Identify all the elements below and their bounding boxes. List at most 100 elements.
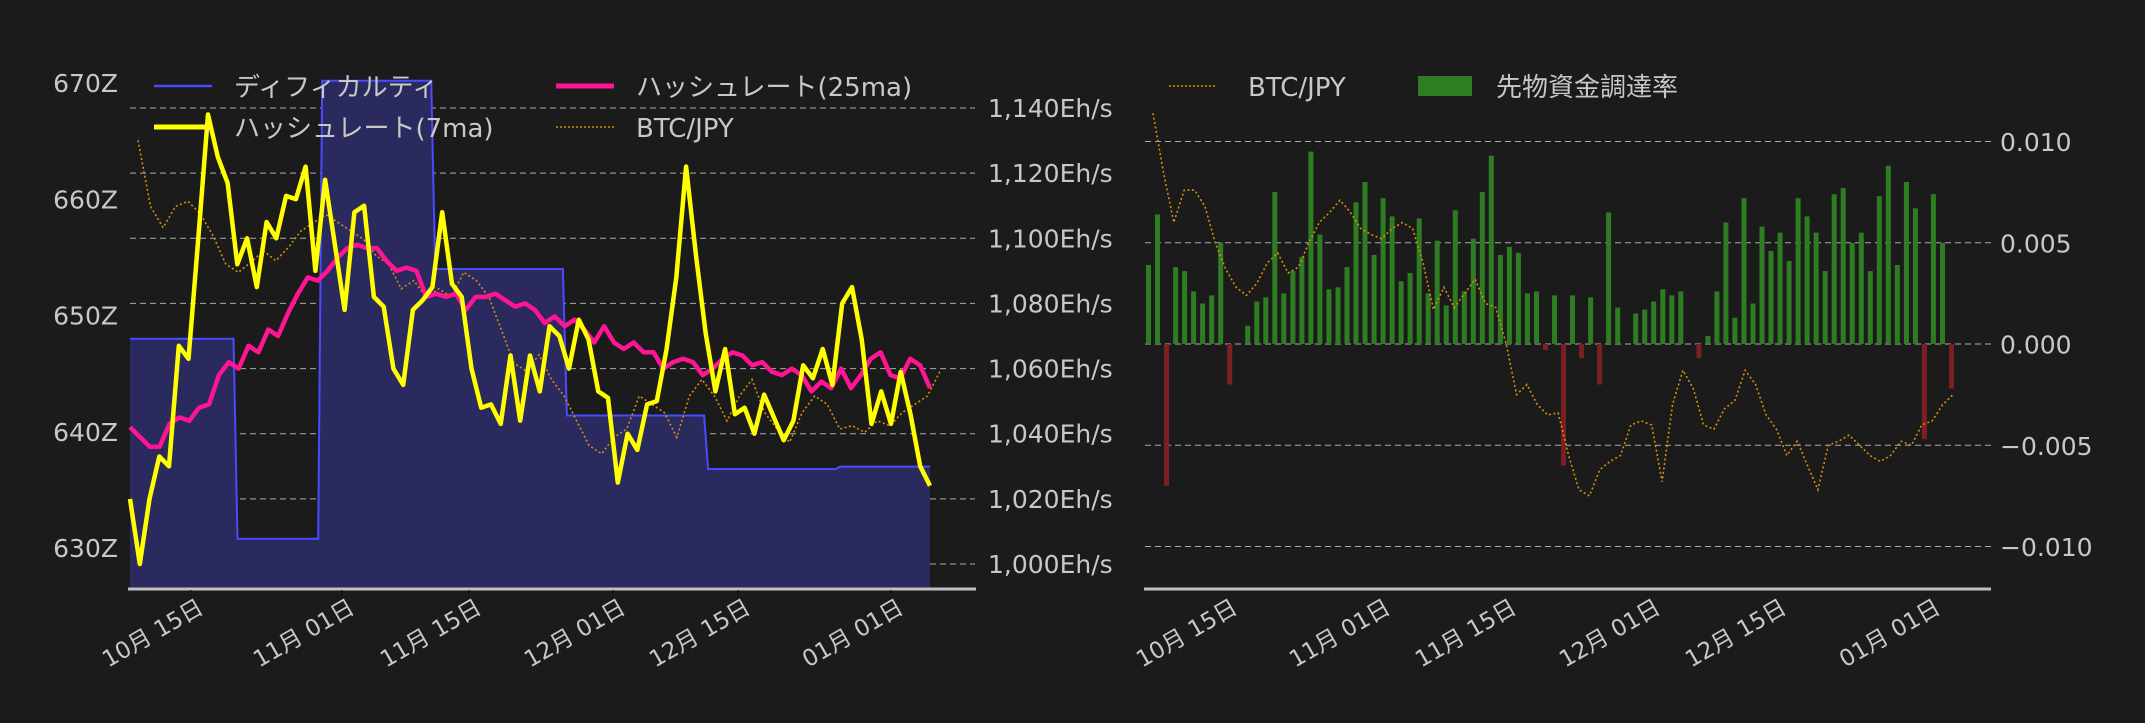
funding-rate-bar — [1930, 194, 1936, 344]
x-tick-label: 12月 15日 — [645, 595, 755, 673]
hashrate-tick-label: 1,100Eh/s — [988, 224, 1113, 253]
funding-rate-bar — [1949, 344, 1954, 389]
funding-rate-bar — [1344, 267, 1350, 344]
funding-rate-bar — [1398, 281, 1404, 344]
funding-rate-bar — [1470, 238, 1476, 344]
funding-rate-bar — [1552, 295, 1557, 344]
funding-rate-bar — [1840, 188, 1846, 344]
funding-rate-bar — [1263, 297, 1269, 344]
funding-rate-bar — [1488, 155, 1494, 344]
funding-rate-bar — [1452, 210, 1458, 344]
funding-rate-bar — [1669, 295, 1675, 344]
funding-rate-bar — [1876, 196, 1882, 344]
funding-rate-bar — [1705, 335, 1711, 344]
funding-rate-bar — [1209, 295, 1215, 344]
left-legend: ディフィカルティ ハッシュレート(25ma) ハッシュレート(7ma) BTC/JPY — [154, 73, 912, 144]
funding-rate-bar — [1750, 303, 1756, 344]
funding-rate-bar — [1389, 216, 1395, 344]
funding-rate-bar — [1903, 182, 1909, 344]
difficulty-area — [130, 80, 930, 588]
x-tick-label: 10月 15日 — [98, 595, 208, 673]
x-tick-label: 11月 15日 — [376, 595, 486, 673]
funding-rate-bar — [1867, 271, 1873, 344]
funding-rate-bar — [1281, 293, 1287, 344]
left-y-tick-label: 640Z — [53, 418, 118, 447]
funding-rate-bar — [1660, 289, 1666, 344]
funding-rate-bar — [1425, 293, 1431, 344]
funding-rate-bar — [1822, 271, 1828, 344]
funding-rate-bar — [1885, 165, 1891, 344]
funding-rate-bar — [1678, 291, 1684, 344]
hashrate-tick-label: 1,040Eh/s — [988, 420, 1113, 449]
left-y-tick-label: 630Z — [53, 534, 118, 563]
funding-rate-bar — [1515, 252, 1521, 344]
funding-rate-bar — [1380, 198, 1386, 344]
x-tick-label: 12月 15日 — [1681, 595, 1791, 673]
funding-rate-bar — [1200, 303, 1206, 344]
funding-rate-bar — [1561, 344, 1566, 466]
legend-label: ディフィカルティ — [234, 73, 438, 103]
funding-rate-bar — [1479, 192, 1485, 344]
x-tick-label: 11月 01日 — [1285, 595, 1395, 673]
hashrate-tick-label: 1,020Eh/s — [988, 485, 1113, 514]
difficulty-line — [130, 79, 930, 540]
hashrate-tick-label: 1,140Eh/s — [988, 94, 1113, 123]
funding-rate-bar — [1696, 344, 1702, 359]
x-tick-label: 11月 15日 — [1411, 595, 1521, 673]
left-y-tick-label: 660Z — [53, 185, 118, 214]
legend-label: 先物資金調達率 — [1496, 73, 1678, 103]
funding-rate-bar — [1146, 265, 1151, 344]
left-y-tick-label: 650Z — [53, 302, 118, 331]
funding-rate-bar — [1579, 344, 1585, 359]
funding-rate-bar — [1182, 271, 1188, 344]
right-gridlines — [1145, 141, 1991, 547]
funding-rate-bar — [1245, 325, 1251, 344]
x-tick-label: 10月 15日 — [1132, 595, 1242, 673]
funding-rate-bar — [1940, 242, 1945, 345]
funding-rate-bar — [1335, 287, 1341, 344]
funding-rate-bar — [1912, 208, 1918, 344]
funding-rate-bar — [1407, 273, 1413, 344]
legend-label: BTC/JPY — [636, 114, 734, 144]
left-right-axis-ticks: 1,140Eh/s 1,120Eh/s 1,100Eh/s 1,080Eh/s 1,06… — [988, 94, 1113, 579]
funding-rate-bar — [1461, 291, 1467, 344]
funding-rate-bar — [1768, 250, 1774, 344]
hashrate-25ma-line — [128, 242, 933, 449]
funding-rate-bar — [1362, 182, 1368, 344]
funding-rate-bar — [1849, 242, 1855, 345]
funding-rate-bar — [1434, 240, 1440, 344]
funding-rate-tick-label: −0.005 — [2000, 432, 2093, 461]
funding-rate-bar — [1786, 261, 1792, 344]
legend-label: ハッシュレート(7ma) — [234, 114, 494, 144]
funding-rate-bar — [1759, 226, 1765, 344]
right-legend: BTC/JPY 先物資金調達率 — [1169, 73, 1678, 103]
right-x-axis-ticks: 10月 15日 11月 01日 11月 15日 12月 01日 12月 15日 01月 0… — [1132, 595, 1945, 673]
funding-rate-bar — [1831, 194, 1837, 344]
funding-rate-bar — [1570, 295, 1575, 344]
funding-rate-bar — [1543, 344, 1548, 351]
funding-rate-bar — [1524, 293, 1530, 344]
funding-rate-bar — [1642, 309, 1648, 344]
funding-rate-bar — [1921, 344, 1927, 440]
funding-rate-bar — [1795, 198, 1801, 344]
funding-rate-tick-label: 0.005 — [2000, 229, 2072, 258]
funding-rate-bar — [1615, 307, 1621, 344]
funding-rate-bar — [1371, 254, 1377, 344]
funding-rate-bar — [1633, 313, 1639, 344]
funding-rate-bar — [1443, 305, 1449, 344]
funding-rate-bar — [1777, 232, 1783, 344]
left-y-axis-ticks: 670Z 660Z 650Z 640Z 630Z — [53, 69, 118, 563]
legend-swatch — [1418, 76, 1472, 96]
funding-rate-bar — [1588, 297, 1594, 344]
funding-rate-bar — [1416, 218, 1422, 344]
funding-rate-tick-label: 0.000 — [2000, 331, 2072, 360]
funding-rate-bar — [1858, 232, 1864, 344]
funding-rate-bar — [1227, 344, 1233, 385]
x-tick-label: 11月 01日 — [249, 595, 359, 673]
funding-rate-bar — [1218, 242, 1224, 345]
funding-rate-bar — [1804, 216, 1810, 344]
legend-label: BTC/JPY — [1248, 73, 1346, 103]
funding-rate-bar — [1299, 256, 1305, 344]
funding-rate-bar — [1606, 212, 1612, 344]
